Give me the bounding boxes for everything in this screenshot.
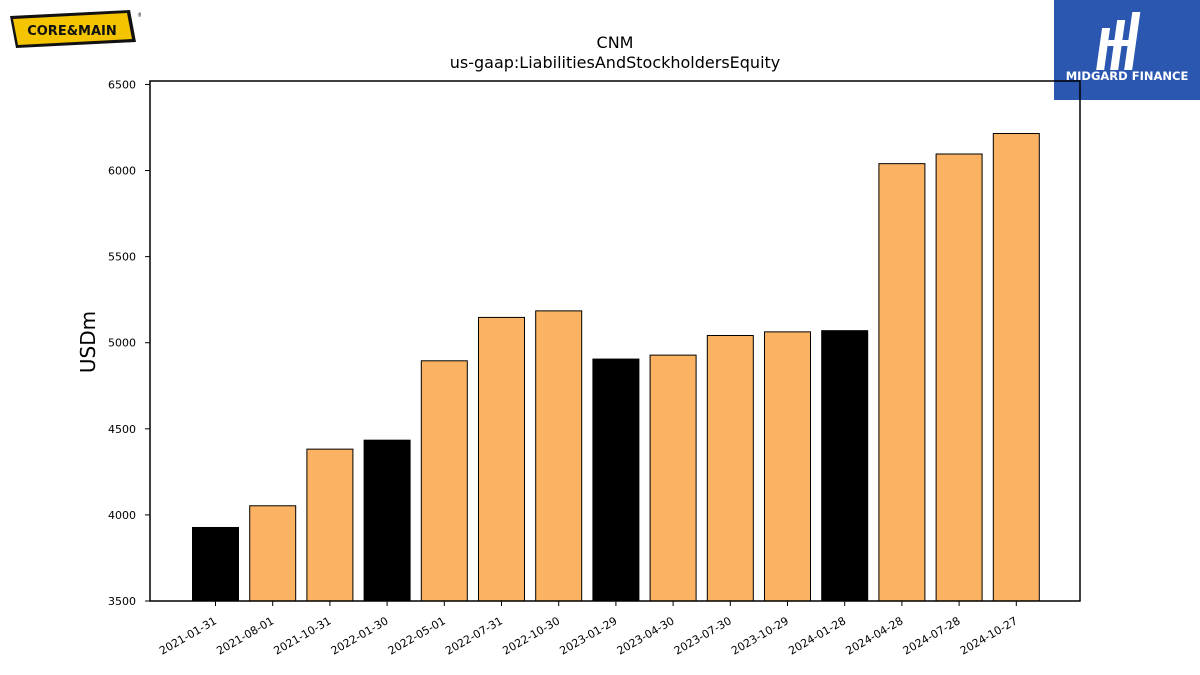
bars-group: [192, 133, 1040, 602]
y-tick-label: 6000: [108, 165, 136, 178]
x-tick-label: 2024-01-28: [786, 614, 848, 657]
bar-2023-07-30: [706, 334, 754, 602]
bar-2021-10-31: [306, 448, 354, 602]
x-tick-label: 2023-10-29: [729, 614, 791, 657]
x-axis: 2021-01-312021-08-012021-10-312022-01-30…: [157, 601, 1020, 658]
x-tick-label: 2022-05-01: [386, 614, 448, 657]
bar-2023-04-30: [649, 354, 697, 602]
y-tick-label: 4000: [108, 509, 136, 522]
y-tick-label: 4500: [108, 423, 136, 436]
core-and-main-logo-text: CORE&MAIN: [27, 24, 117, 39]
bar-2021-01-31: [192, 526, 239, 602]
x-tick-label: 2022-10-30: [500, 614, 562, 657]
x-tick-label: 2021-01-31: [157, 614, 219, 657]
svg-text:®: ®: [137, 12, 141, 19]
y-axis-label: USDm: [76, 311, 100, 373]
x-tick-label: 2024-10-27: [958, 614, 1020, 657]
x-tick-label: 2023-04-30: [615, 614, 677, 657]
bar-2024-04-28: [878, 163, 926, 602]
bar-2023-01-29: [592, 358, 640, 602]
bar-2021-08-01: [249, 505, 297, 602]
chart-title: CNM: [597, 33, 634, 52]
bar-2024-07-28: [935, 153, 983, 602]
bar-2022-07-31: [478, 316, 525, 602]
chart-subtitle: us-gaap:LiabilitiesAndStockholdersEquity: [450, 53, 781, 72]
bar-2022-10-30: [535, 310, 583, 602]
midgard-finance-logo: MIDGARD FINANCE: [1054, 0, 1200, 100]
y-axis: 3500 4000 4500 5000 5500 6000 6500: [108, 78, 150, 608]
y-tick-label: 6500: [108, 78, 136, 91]
midgard-finance-logo-text: MIDGARD FINANCE: [1066, 69, 1189, 83]
x-tick-label: 2024-04-28: [844, 614, 906, 657]
x-tick-label: 2023-01-29: [558, 614, 620, 657]
y-tick-label: 5000: [108, 337, 136, 350]
bar-2024-10-27: [992, 133, 1040, 602]
bar-2022-05-01: [420, 360, 468, 602]
x-tick-label: 2022-07-31: [443, 614, 505, 657]
x-tick-label: 2023-07-30: [672, 614, 734, 657]
bar-2024-01-28: [821, 330, 869, 602]
x-tick-label: 2022-01-30: [329, 614, 391, 657]
x-tick-label: 2021-08-01: [214, 614, 276, 657]
x-tick-label: 2024-07-28: [901, 614, 963, 657]
core-and-main-logo: CORE&MAIN ®: [10, 10, 141, 48]
y-tick-label: 5500: [108, 251, 136, 264]
bar-2023-10-29: [764, 331, 811, 602]
y-tick-label: 3500: [108, 595, 136, 608]
plot-frame: [149, 80, 1081, 602]
bar-2022-01-30: [363, 439, 411, 602]
x-tick-label: 2021-10-31: [272, 614, 334, 657]
